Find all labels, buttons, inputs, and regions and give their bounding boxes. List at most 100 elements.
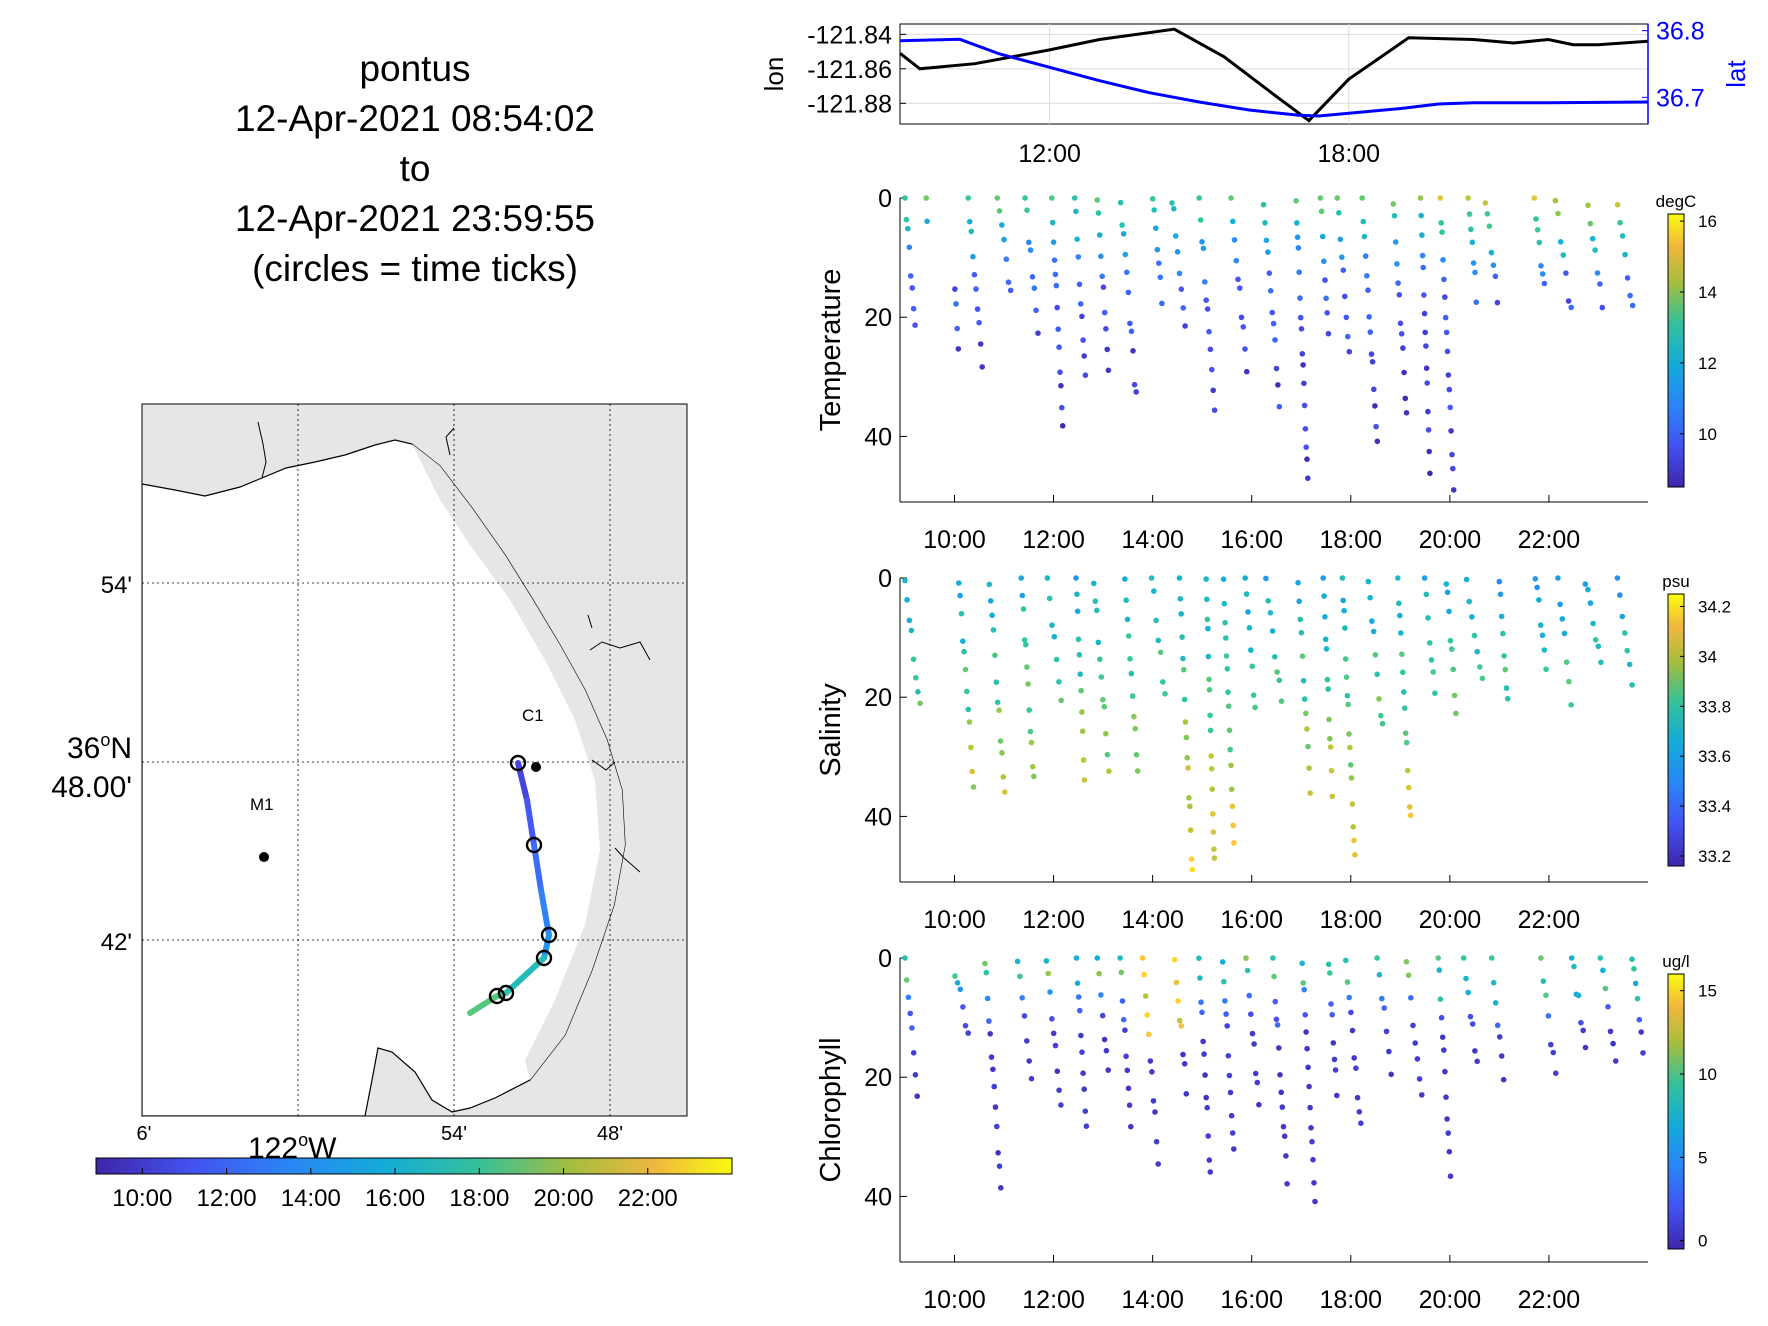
temperature-sample-point [971, 271, 978, 278]
chlorophyll-sample-point [1126, 1102, 1133, 1108]
temperature-sample-point [1421, 292, 1427, 298]
salinity-sample-point [1536, 597, 1542, 603]
salinity-sample-point [1395, 575, 1401, 581]
chlorophyll-sample-point [1196, 955, 1202, 961]
temperature-sample-point [1176, 270, 1183, 277]
salinity-sample-point [1263, 575, 1269, 582]
chlorophyll-sample-point [1045, 970, 1051, 977]
temperature-sample-point [1445, 372, 1452, 378]
salinity-sample-point [1025, 681, 1031, 687]
salinity-sample-point [1221, 600, 1228, 607]
temperature-sample-point [1622, 251, 1628, 258]
chlorophyll-sample-point [910, 1050, 917, 1056]
salinity-sample-point [1044, 575, 1051, 581]
chlorophyll-sample-point [1414, 1056, 1421, 1062]
chlorophyll-sample-point [1597, 955, 1604, 961]
salinity-sample-point [1188, 856, 1195, 862]
chlorophyll-sample-point [1256, 1101, 1262, 1108]
chlorophyll-sample-point [1243, 955, 1249, 961]
map-frame [141, 403, 688, 1117]
chlorophyll-sample-point [1412, 1040, 1418, 1046]
temperature-sample-point [1127, 320, 1133, 327]
chlorophyll-sample-point [1026, 1058, 1032, 1064]
temperature-sample-point [1094, 197, 1100, 203]
salinity-sample-point [1100, 696, 1106, 703]
temperature-x-tick-label: 10:00 [923, 526, 986, 554]
salinity-sample-point [1297, 616, 1304, 623]
temperature-sample-point [1560, 252, 1567, 258]
temperature-sample-point [1301, 402, 1308, 409]
temperature-x-tick-label: 12:00 [1022, 526, 1085, 554]
chlorophyll-sample-point [1348, 1009, 1354, 1016]
salinity-y-tick-label: 0 [878, 565, 892, 593]
temperature-sample-point [1238, 314, 1245, 321]
chlorophyll-colorbar [1667, 973, 1685, 1250]
temperature-sample-point [1423, 365, 1430, 372]
salinity-panel: 0 20 40 10:00 12:00 14:00 16:00 18:00 20:00 22:00… [815, 565, 1731, 934]
chlorophyll-sample-point [1300, 980, 1306, 986]
salinity-sample-point [958, 610, 965, 617]
temperature-sample-point [1003, 256, 1010, 263]
salinity-sample-point [1367, 594, 1373, 601]
chlorophyll-sample-point [991, 1083, 997, 1090]
chlorophyll-sample-point [1197, 975, 1203, 981]
temperature-sample-point [1444, 348, 1451, 355]
chlorophyll-colorbar-tick-label: 0 [1698, 1232, 1707, 1251]
chlorophyll-x-tick-label: 20:00 [1419, 1286, 1482, 1314]
chlorophyll-sample-point [1538, 955, 1544, 961]
salinity-sample-point [1076, 652, 1083, 658]
chlorophyll-sample-point [1122, 1027, 1128, 1033]
salinity-colorbar-unit: psu [1662, 572, 1689, 591]
salinity-sample-point [1327, 744, 1334, 750]
map-colorbar-tick-label: 14:00 [281, 1185, 341, 1212]
salinity-sample-point [1305, 743, 1311, 750]
salinity-colorbar [1667, 593, 1685, 867]
temperature-sample-point [1024, 207, 1030, 213]
salinity-sample-point [1049, 622, 1055, 628]
temperature-sample-point [905, 225, 911, 232]
chlorophyll-sample-point [1054, 1068, 1061, 1074]
salinity-sample-point [1229, 803, 1236, 810]
chlorophyll-sample-point [1219, 959, 1226, 965]
temperature-sample-point [1490, 262, 1497, 269]
temperature-sample-point [1052, 271, 1059, 278]
chlorophyll-sample-point [1442, 1068, 1448, 1075]
salinity-sample-point [1503, 685, 1510, 691]
temperature-sample-point [1599, 304, 1606, 311]
temperature-sample-point [1031, 285, 1038, 292]
chlorophyll-sample-point [1223, 1011, 1229, 1017]
salinity-sample-point [1160, 679, 1166, 685]
temperature-sample-point [1555, 210, 1561, 217]
salinity-sample-point [1272, 654, 1278, 660]
salinity-sample-point [1125, 633, 1132, 639]
temperature-sample-point [1159, 300, 1165, 307]
temperature-sample-point [1425, 408, 1431, 415]
chlorophyll-sample-point [1354, 1094, 1361, 1101]
chlorophyll-sample-point [907, 1010, 913, 1017]
salinity-sample-point [1265, 598, 1271, 604]
salinity-sample-point [1122, 576, 1128, 582]
salinity-sample-point [1320, 575, 1326, 581]
chlorophyll-sample-point [1351, 1055, 1357, 1061]
temperature-sample-point [912, 322, 918, 329]
chlorophyll-sample-point [903, 977, 910, 983]
chlorophyll-sample-point [1206, 1157, 1213, 1163]
salinity-sample-point [1423, 591, 1430, 598]
salinity-sample-point [1189, 866, 1196, 873]
salinity-sample-point [1500, 630, 1506, 637]
chlorophyll-sample-point [1178, 1023, 1185, 1029]
salinity-sample-point [1342, 625, 1348, 631]
temperature-sample-point [1447, 404, 1453, 411]
salinity-sample-point [1097, 656, 1103, 663]
chlorophyll-sample-point [1636, 1016, 1643, 1023]
salinity-sample-point [1187, 803, 1193, 810]
temperature-sample-point [1242, 346, 1248, 352]
chlorophyll-sample-point [1103, 1047, 1110, 1054]
temperature-sample-point [923, 195, 929, 201]
temperature-sample-point [1536, 239, 1543, 246]
temperature-sample-point [1339, 254, 1345, 260]
chlorophyll-sample-point [1474, 1058, 1480, 1065]
map-time-tick [535, 949, 553, 967]
temperature-sample-point [1075, 254, 1082, 260]
lonlat-panel: 12:00 18:00-121.84-121.86-121.8836.836.7 … [759, 18, 1751, 168]
